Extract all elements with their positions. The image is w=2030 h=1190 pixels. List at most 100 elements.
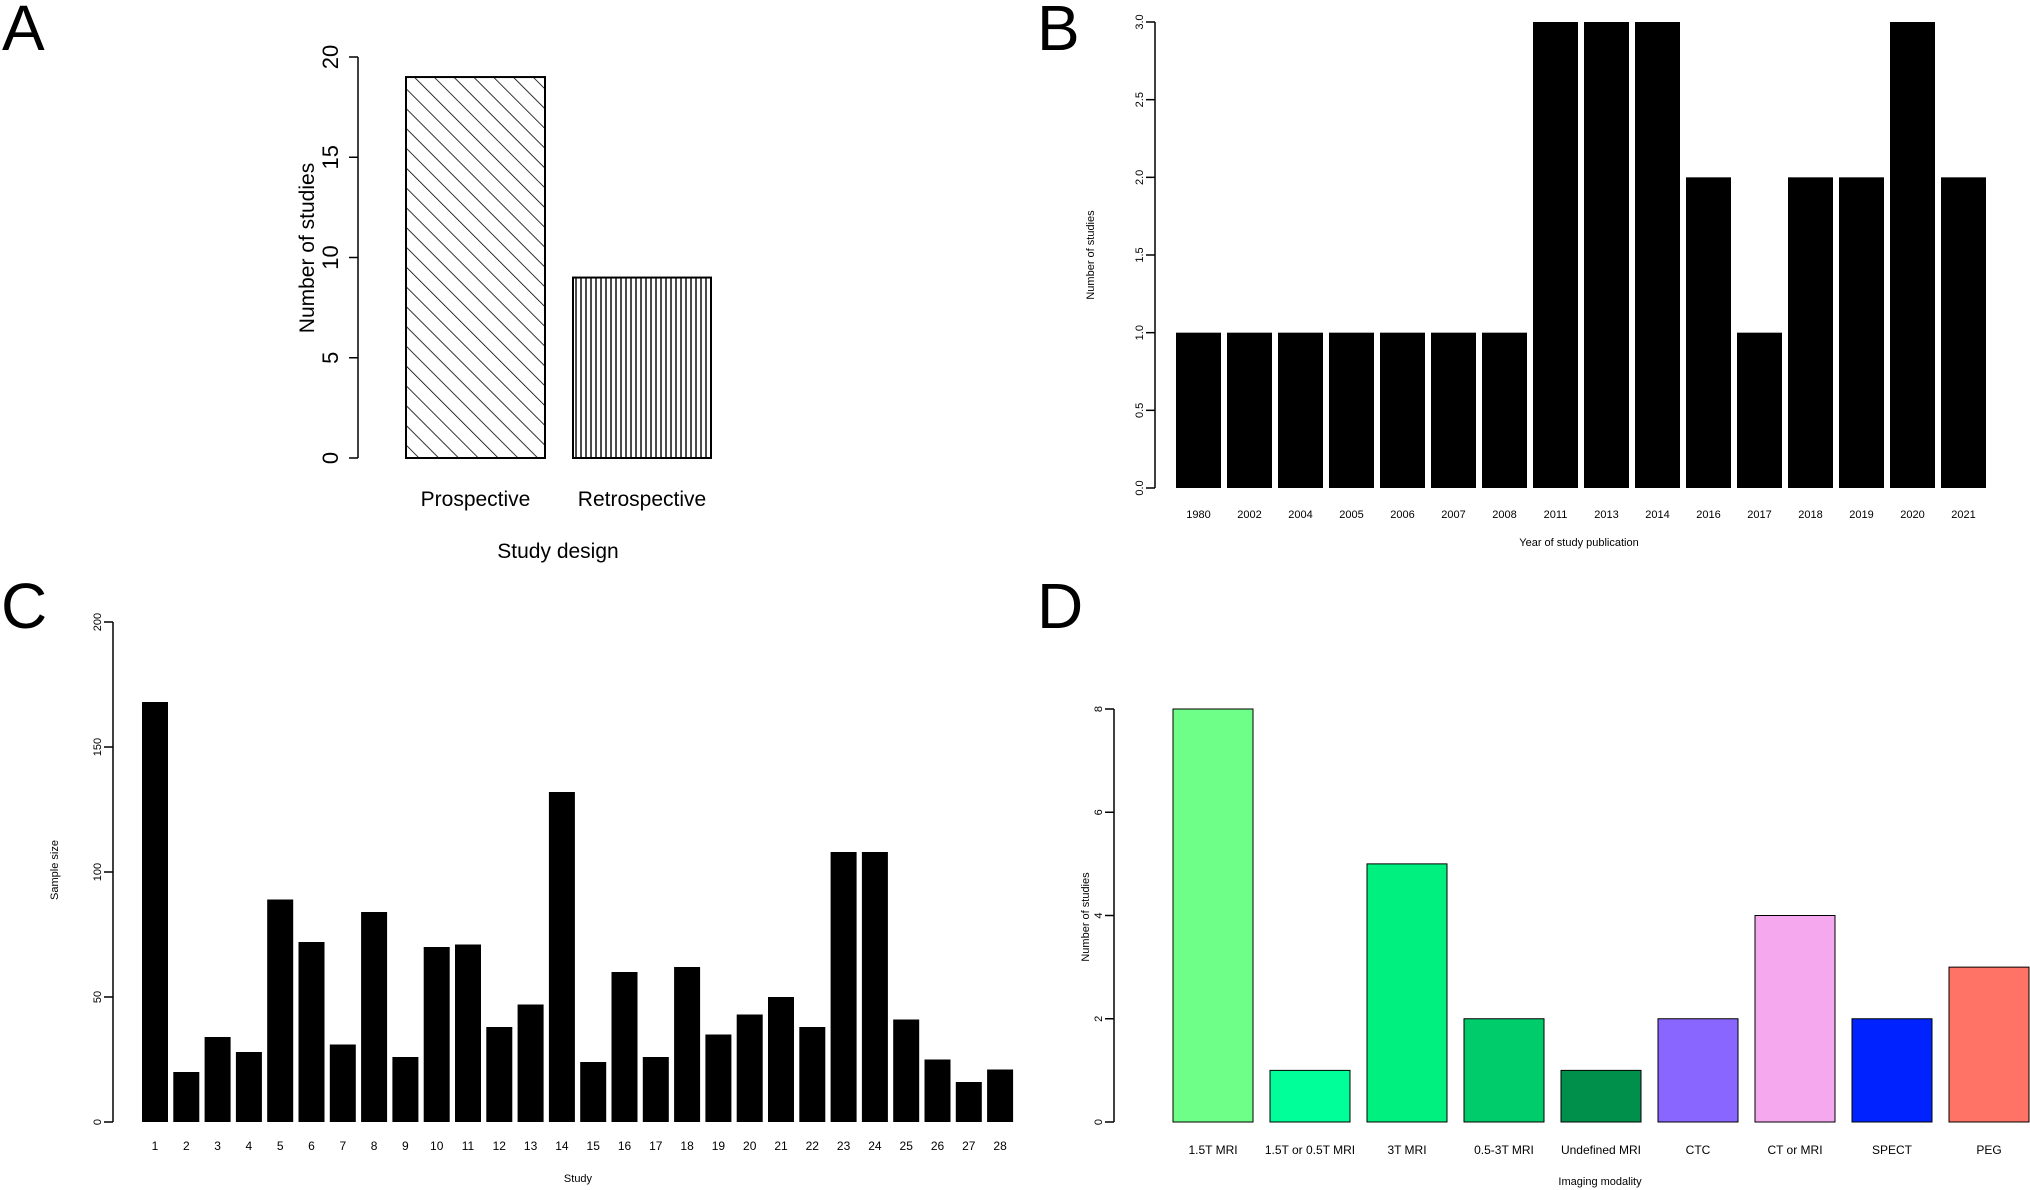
- x-tick-label: 2020: [1900, 509, 1924, 521]
- bar: [1890, 22, 1935, 488]
- bar: [642, 1057, 669, 1122]
- x-tick-label: 16: [618, 1139, 632, 1153]
- x-tick-label: 1.5T or 0.5T MRI: [1265, 1143, 1355, 1157]
- x-axis-title: Study: [564, 1173, 593, 1185]
- panel-label: B: [1037, 0, 1080, 64]
- x-axis-title: Study design: [497, 540, 618, 563]
- y-tick-label: 6: [1093, 809, 1105, 815]
- x-tick-label: 2: [183, 1139, 190, 1153]
- bar: [580, 1062, 607, 1122]
- x-tick-label: CTC: [1686, 1143, 1711, 1157]
- x-tick-label: CT or MRI: [1767, 1143, 1822, 1157]
- x-tick-label: 17: [649, 1139, 663, 1153]
- x-tick-label: 2016: [1696, 509, 1720, 521]
- bar: [987, 1069, 1014, 1122]
- y-tick-label: 0.0: [1134, 480, 1146, 495]
- x-tick-label: 11: [462, 1139, 475, 1153]
- bar: [1533, 22, 1578, 488]
- y-tick-label: 20: [318, 45, 343, 69]
- x-tick-label: 1980: [1186, 509, 1210, 521]
- bar: [1431, 332, 1476, 488]
- bar: [235, 1052, 262, 1122]
- y-tick-label: 8: [1093, 706, 1105, 712]
- x-tick-label: 7: [339, 1139, 346, 1153]
- x-tick-label: 20: [743, 1139, 757, 1153]
- bar: [423, 947, 450, 1122]
- x-tick-label: 2019: [1849, 509, 1873, 521]
- y-tick-label: 3.0: [1134, 14, 1146, 29]
- bar: [298, 942, 325, 1122]
- x-tick-label: 2008: [1492, 509, 1516, 521]
- bar: [1482, 332, 1527, 488]
- x-tick-label: 28: [993, 1139, 1007, 1153]
- y-axis-title: Number of studies: [1080, 872, 1092, 962]
- x-tick-label: 2006: [1390, 509, 1414, 521]
- y-tick-label: 0: [318, 452, 343, 464]
- bar: [799, 1027, 826, 1122]
- x-tick-label: 13: [524, 1139, 538, 1153]
- bar: [392, 1057, 419, 1122]
- panel-label: C: [1, 570, 47, 642]
- bar: [1948, 966, 2030, 1123]
- bar: [1172, 708, 1254, 1123]
- bar: [1269, 1069, 1351, 1123]
- x-tick-label: Retrospective: [578, 488, 706, 511]
- x-tick-label: 19: [712, 1139, 726, 1153]
- bar: [1366, 863, 1448, 1123]
- x-tick-label: 22: [806, 1139, 820, 1153]
- bar: [204, 1037, 231, 1122]
- x-tick-label: 2007: [1441, 509, 1465, 521]
- x-tick-label: Prospective: [421, 488, 531, 511]
- chart-c: C1 2 3 4 5 6 7 8 9 10 11 12 13 14 15 16 17 18 19 20 21 22 23 24…: [1, 570, 1014, 1185]
- bar: [861, 852, 888, 1122]
- x-tick-label: 14: [555, 1139, 569, 1153]
- x-tick-label: SPECT: [1872, 1143, 1913, 1157]
- bar: [1176, 332, 1221, 488]
- y-tick-label: 2.0: [1134, 170, 1146, 185]
- x-tick-label: 2004: [1288, 509, 1312, 521]
- y-axis-title: Number of studies: [296, 163, 319, 333]
- y-axis-title: Sample size: [49, 840, 61, 900]
- x-tick-label: 2021: [1951, 509, 1975, 521]
- bar: [1851, 1018, 1933, 1123]
- x-tick-label: 10: [430, 1139, 444, 1153]
- y-tick-label: 0: [1093, 1119, 1105, 1125]
- y-tick-label: 4: [1093, 912, 1105, 918]
- bar: [142, 702, 168, 1122]
- bar: [893, 1019, 920, 1122]
- x-tick-label: 21: [774, 1139, 788, 1153]
- bar: [1657, 1018, 1739, 1123]
- bar: [1227, 332, 1272, 488]
- bar: [1635, 22, 1680, 488]
- x-tick-label: 3T MRI: [1387, 1143, 1426, 1157]
- bar: [1584, 22, 1629, 488]
- x-tick-label: 2018: [1798, 509, 1822, 521]
- x-tick-label: 1: [152, 1139, 159, 1153]
- x-tick-label: 2011: [1544, 509, 1568, 521]
- y-tick-label: 1.5: [1134, 247, 1146, 262]
- y-tick-label: 2.5: [1134, 92, 1146, 107]
- x-tick-label: 5: [277, 1139, 284, 1153]
- bar: [1788, 177, 1833, 489]
- panel-label: A: [2, 0, 45, 64]
- x-tick-label: 3: [214, 1139, 221, 1153]
- y-tick-label: 2: [1093, 1016, 1105, 1022]
- bar: [1380, 332, 1425, 488]
- bar: [361, 912, 388, 1122]
- x-tick-label: 2014: [1645, 509, 1669, 521]
- chart-d: D 1.5T MRI 1.5T or 0.5T MRI 3T MRI 0.5-3T MR…: [1037, 570, 2030, 1188]
- y-tick-label: 50: [92, 991, 104, 1003]
- x-tick-label: 4: [246, 1139, 253, 1153]
- bar: [1737, 332, 1782, 488]
- bar: [572, 276, 712, 459]
- chart-a: A Prospective Retrospective 0 5 10 15 20 Study d…: [2, 0, 712, 563]
- bar: [736, 1014, 763, 1122]
- panel-label: D: [1037, 570, 1083, 642]
- x-axis-title: Imaging modality: [1558, 1176, 1642, 1188]
- bar: [405, 76, 546, 460]
- y-tick-label: 10: [318, 245, 343, 269]
- x-tick-label: 2017: [1747, 509, 1771, 521]
- bar: [548, 792, 575, 1122]
- x-tick-label: 0.5-3T MRI: [1474, 1143, 1534, 1157]
- bar: [1941, 177, 1986, 489]
